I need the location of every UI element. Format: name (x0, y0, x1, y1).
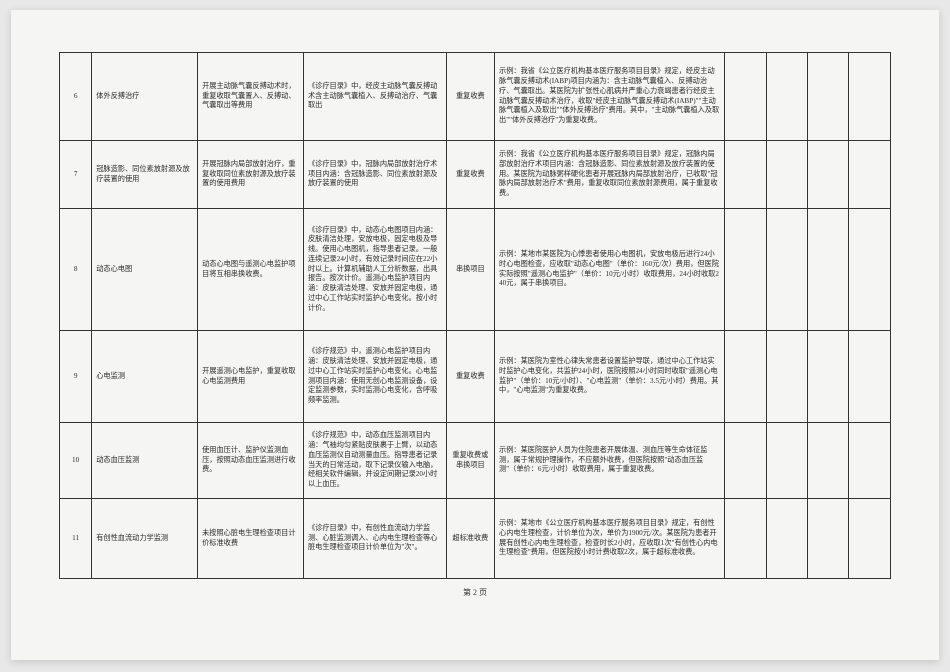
cell-index: 10 (60, 423, 92, 499)
cell-index: 11 (60, 499, 92, 579)
cell-blank (849, 53, 891, 141)
cell-situation: 使用血压计、监护仪监测血压，按照动态血压监测进行收费。 (198, 423, 304, 499)
cell-blank (725, 141, 766, 209)
table-row: 6体外反搏治疗开展主动脉气囊反搏动术时，重复收取气囊置入、反搏动、气囊取出等费用… (60, 53, 891, 141)
cell-blank (849, 209, 891, 331)
cell-blank (766, 499, 807, 579)
cell-policy: 《诊疗目录》中，经皮主动脉气囊反搏动术含主动脉气囊植入、反搏动治疗、气囊取出 (303, 53, 446, 141)
cell-blank (766, 331, 807, 423)
cell-blank (849, 331, 891, 423)
cell-blank (808, 331, 849, 423)
table-row: 7冠脉造影、同位素放射源及放疗装置的使用开展冠脉内局部放射治疗，重复收取同位素放… (60, 141, 891, 209)
cell-example: 示例：某医院为室性心律失常患者设置监护导联，通过中心工作站实时监护心电变化，共监… (495, 331, 725, 423)
page-number: 第 2 页 (59, 587, 891, 598)
cell-index: 6 (60, 53, 92, 141)
cell-policy: 《诊疗目录》中，有创性血流动力学监测、心脏监测调入、心内电生理检查等心脏电生理检… (303, 499, 446, 579)
cell-example: 示例：我省《公立医疗机构基本医疗服务项目目录》规定，经皮主动脉气囊反搏动术(IA… (495, 53, 725, 141)
cell-policy: 《诊疗目录》中，动态心电图项目内涵：皮肤清洁处理，安放电极，固定电极及导线。使用… (303, 209, 446, 331)
cell-blank (849, 423, 891, 499)
cell-policy: 《诊疗规范》中，动态血压监测项目内涵：气袖均匀紧贴皮肤裹于上臂，以动态血压监测仪… (303, 423, 446, 499)
cell-policy: 《诊疗规范》中，遥测心电监护项目内涵：皮肤清洁处理、安放并固定电极，通过中心工作… (303, 331, 446, 423)
cell-blank (725, 53, 766, 141)
cell-blank (766, 209, 807, 331)
cell-blank (725, 331, 766, 423)
table-row: 9心电监测开展遥测心电监护，重复收取心电监测费用《诊疗规范》中，遥测心电监护项目… (60, 331, 891, 423)
table-row: 10动态血压监测使用血压计、监护仪监测血压，按照动态血压监测进行收费。《诊疗规范… (60, 423, 891, 499)
cell-name: 动态血压监测 (92, 423, 198, 499)
cell-name: 冠脉造影、同位素放射源及放疗装置的使用 (92, 141, 198, 209)
cell-blank (725, 499, 766, 579)
cell-blank (808, 209, 849, 331)
cell-type: 重复收费 (446, 331, 494, 423)
cell-blank (849, 499, 891, 579)
cell-type: 重复收费 (446, 53, 494, 141)
violations-table: 6体外反搏治疗开展主动脉气囊反搏动术时，重复收取气囊置入、反搏动、气囊取出等费用… (59, 52, 891, 579)
cell-example: 示例：我省《公立医疗机构基本医疗服务项目目录》规定，冠脉内局部放射治疗术项目内涵… (495, 141, 725, 209)
cell-index: 9 (60, 331, 92, 423)
cell-name: 体外反搏治疗 (92, 53, 198, 141)
cell-blank (766, 141, 807, 209)
cell-situation: 动态心电图与遥测心电监护项目将互相串换收费。 (198, 209, 304, 331)
table-row: 8动态心电图动态心电图与遥测心电监护项目将互相串换收费。《诊疗目录》中，动态心电… (60, 209, 891, 331)
cell-situation: 开展主动脉气囊反搏动术时，重复收取气囊置入、反搏动、气囊取出等费用 (198, 53, 304, 141)
cell-blank (849, 141, 891, 209)
cell-blank (725, 209, 766, 331)
cell-type: 串换项目 (446, 209, 494, 331)
cell-example: 示例：某地市《公立医疗机构基本医疗服务项目目录》规定，有创性心内电生理检查，计价… (495, 499, 725, 579)
cell-index: 7 (60, 141, 92, 209)
cell-blank (725, 423, 766, 499)
cell-type: 超标准收费 (446, 499, 494, 579)
cell-blank (766, 53, 807, 141)
cell-blank (808, 141, 849, 209)
table-row: 11有创性血流动力学监测未按照心脏电生理检查项目计价标准收费《诊疗目录》中，有创… (60, 499, 891, 579)
cell-situation: 未按照心脏电生理检查项目计价标准收费 (198, 499, 304, 579)
cell-example: 示例：某医院医护人员为住院患者开展体温、测血压等生命体征监测，属于常规护理操作，… (495, 423, 725, 499)
cell-name: 动态心电图 (92, 209, 198, 331)
cell-blank (808, 499, 849, 579)
cell-type: 重复收费或串换项目 (446, 423, 494, 499)
cell-situation: 开展冠脉内局部放射治疗，重复收取同位素放射源及放疗装置的使用费用 (198, 141, 304, 209)
cell-example: 示例：某地市某医院为心悸患者使用心电图机，安放电极后进行24小时心电图检查，应收… (495, 209, 725, 331)
cell-index: 8 (60, 209, 92, 331)
cell-situation: 开展遥测心电监护，重复收取心电监测费用 (198, 331, 304, 423)
cell-blank (808, 423, 849, 499)
cell-type: 重复收费 (446, 141, 494, 209)
cell-name: 有创性血流动力学监测 (92, 499, 198, 579)
cell-policy: 《诊疗目录》中，冠脉内局部放射治疗术项目内涵：含冠脉造影、同位素放射源及放疗装置… (303, 141, 446, 209)
cell-blank (766, 423, 807, 499)
cell-name: 心电监测 (92, 331, 198, 423)
cell-blank (808, 53, 849, 141)
document-page: 6体外反搏治疗开展主动脉气囊反搏动术时，重复收取气囊置入、反搏动、气囊取出等费用… (11, 10, 939, 660)
